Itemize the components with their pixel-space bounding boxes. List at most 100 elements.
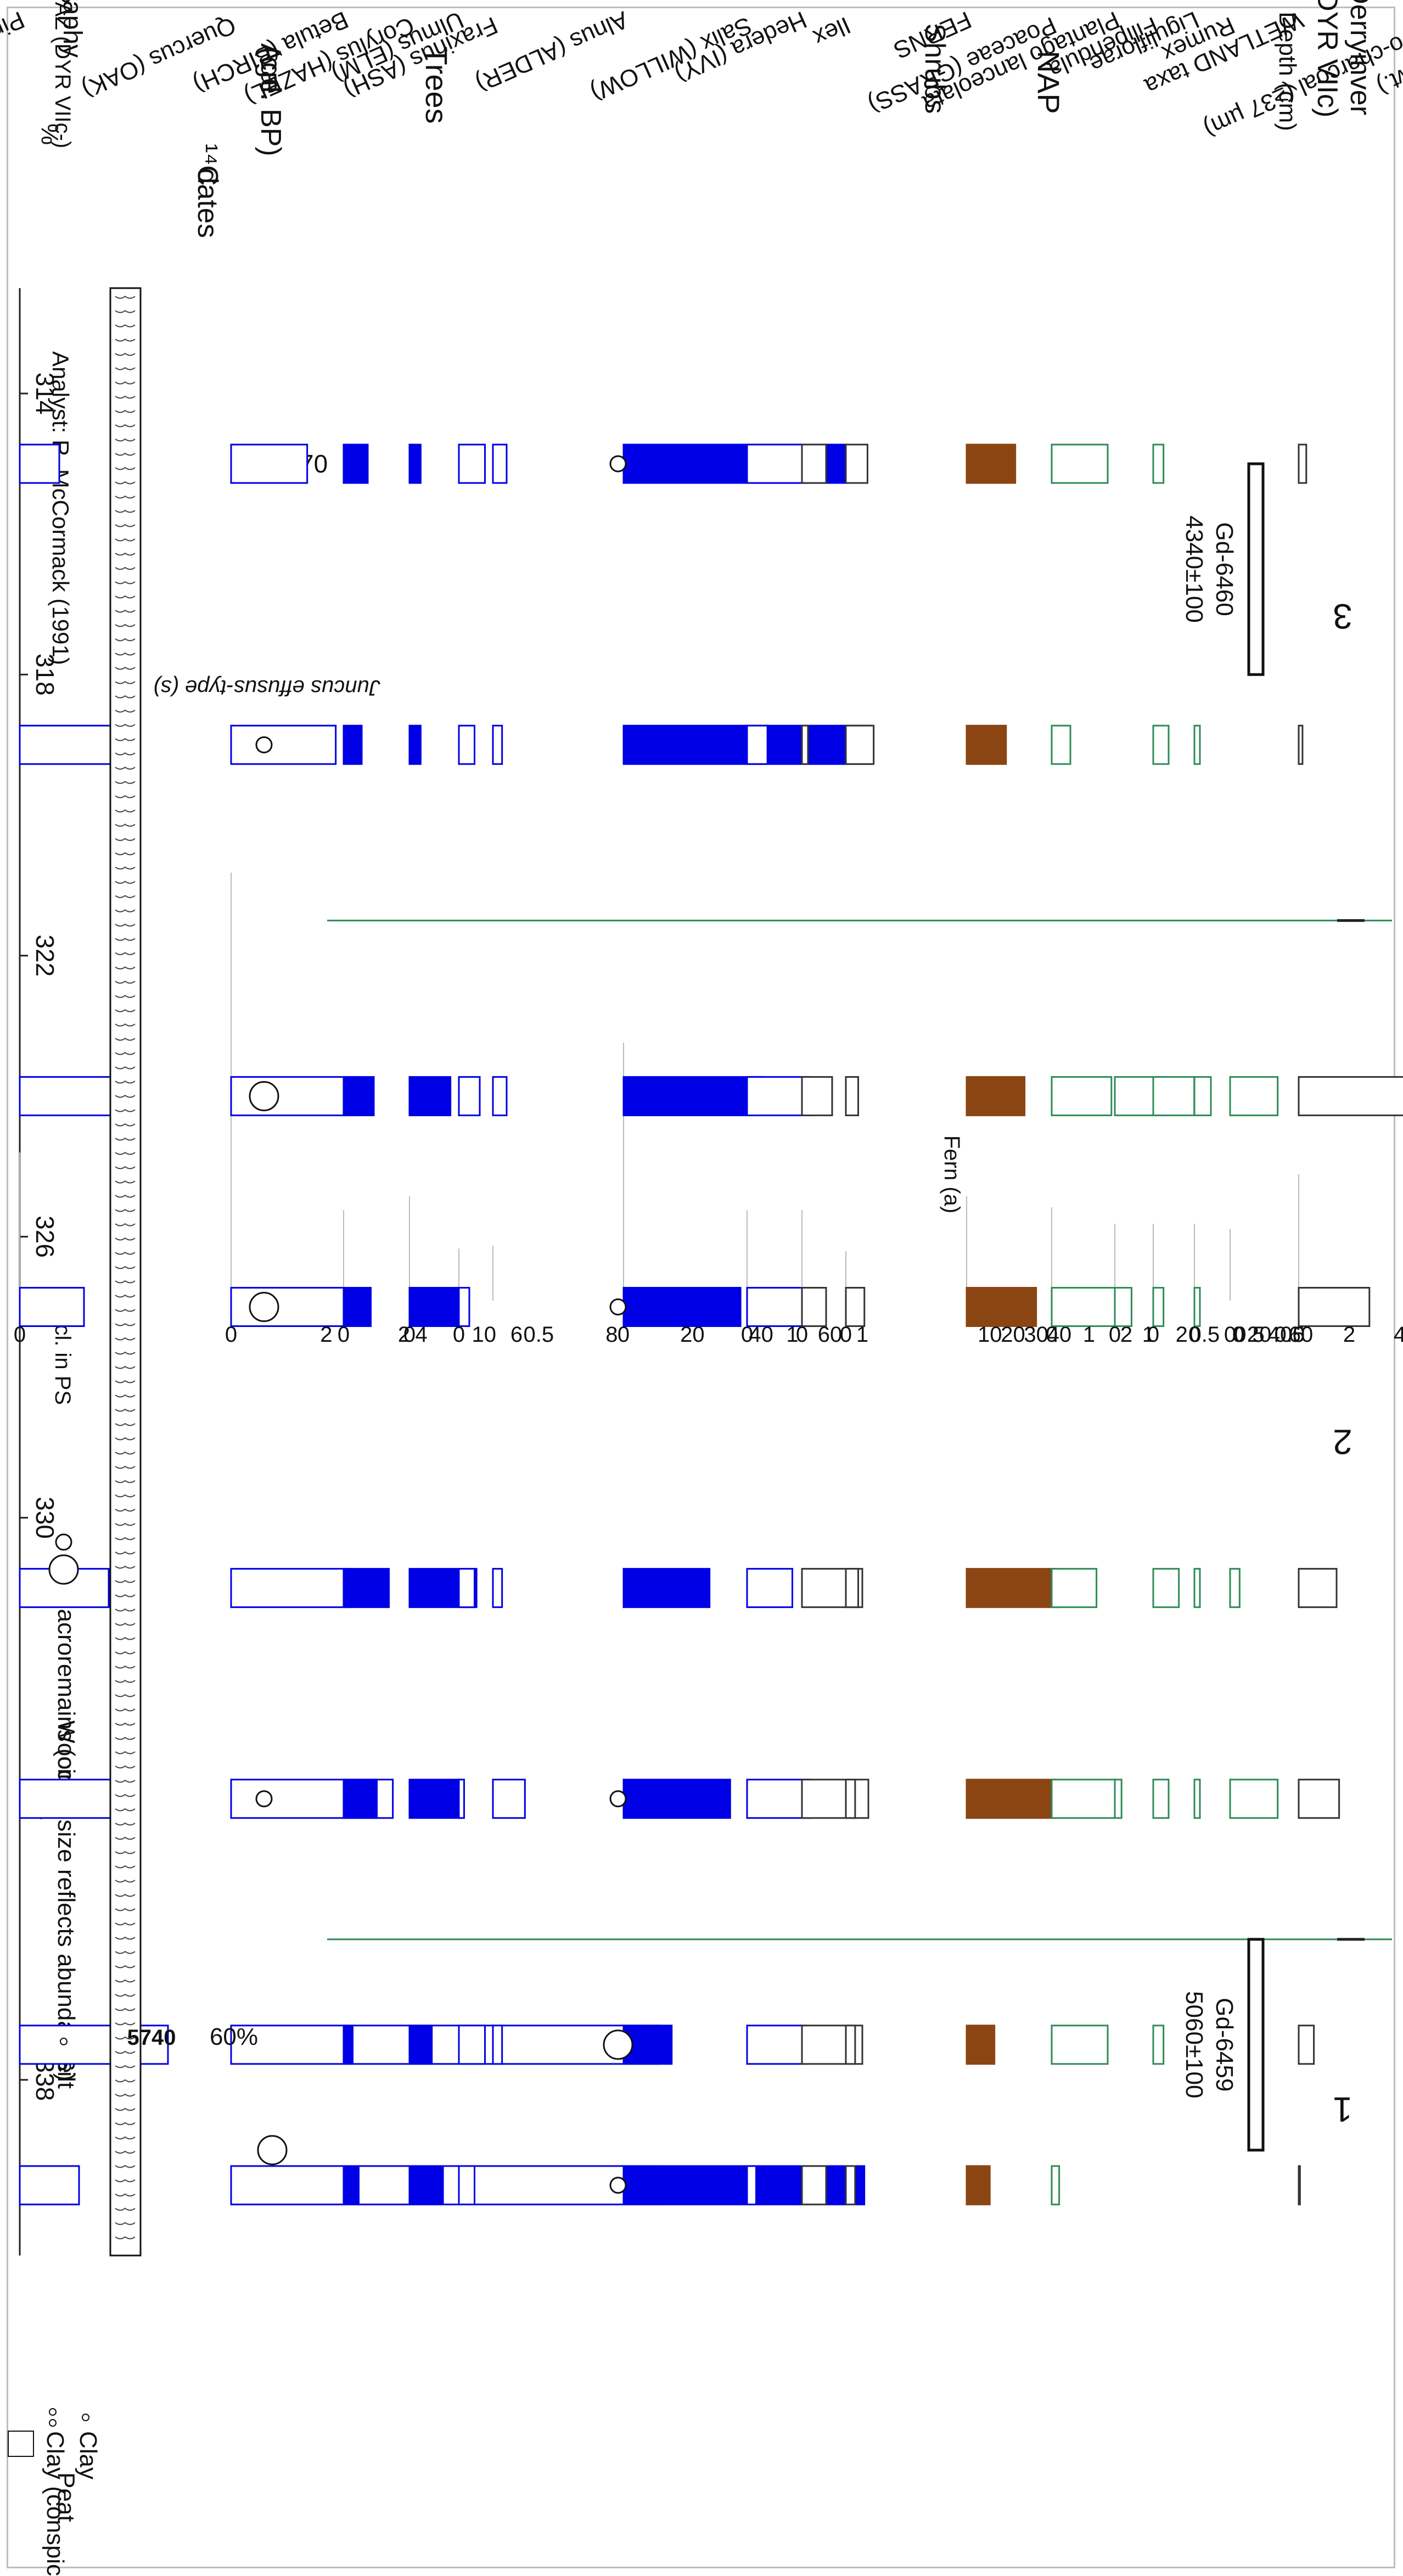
bar-salix--willow- [746, 2165, 757, 2206]
column-tick-label: 0 [840, 1323, 852, 1347]
peat-hatch [115, 381, 136, 385]
bar-liguliflorae [1193, 1076, 1212, 1116]
peat-hatch [115, 752, 136, 756]
peat-hatch [115, 1494, 136, 1498]
radiocarbon-age: 5060±100 [1181, 1991, 1208, 2098]
bar-filipendula [1152, 443, 1165, 484]
legend-clay-conspicuous-symbol [49, 2408, 57, 2416]
peat-hatch [115, 1636, 136, 1640]
peat-hatch [115, 1023, 136, 1027]
peat-hatch [115, 495, 136, 499]
macro-circle [609, 2176, 627, 2194]
column-title: Pinus (PINE) [0, 6, 29, 87]
peat-hatch [115, 1579, 136, 1583]
legend-macroremains: Macroremains (circle size reflects abund… [53, 1589, 80, 2081]
peat-hatch [115, 2207, 136, 2211]
bar-quercus--oak- [230, 724, 337, 765]
bar-poaceae--grass- [1051, 724, 1071, 765]
peat-hatch [115, 638, 136, 642]
peat-hatch [115, 1109, 136, 1112]
peat-hatch [115, 1265, 136, 1269]
juncus-label: Juncus effusus-type (s) [153, 676, 381, 700]
ash-tick-label: 40 [1268, 1323, 1293, 1347]
peat-hatch [115, 723, 136, 727]
peat-hatch [115, 795, 136, 798]
column-tick-label: 10 [472, 1323, 496, 1347]
peat-hatch [115, 1851, 136, 1854]
column-tick-label: 8 [605, 1323, 618, 1347]
ash-tick-label: 20 [1247, 1323, 1272, 1347]
column-tick-label: 1 [1142, 1323, 1154, 1347]
paz-zone-label: 3 [1333, 597, 1353, 636]
peat-hatch [115, 581, 136, 584]
peat-hatch [115, 310, 136, 313]
peat-hatch [115, 937, 136, 941]
bar-ilex [845, 2165, 856, 2206]
peat-hatch [115, 1822, 136, 1826]
peat-hatch [115, 609, 136, 613]
bar-ulmus--elm- [458, 1568, 475, 1608]
peat-hatch [115, 1166, 136, 1169]
bar-salix--willow- [746, 443, 807, 484]
peat-hatch [115, 1779, 136, 1783]
ash-tick-label: 0 [1232, 1323, 1244, 1347]
bar-ilex [845, 1568, 859, 1608]
peat-hatch [115, 1993, 136, 1997]
macro-circle [603, 2029, 633, 2060]
bar-hedera--ivy- [801, 1779, 869, 1819]
peat-hatch [115, 466, 136, 470]
peat-hatch [115, 1508, 136, 1512]
peat-hatch [115, 1308, 136, 1312]
column-tick-label: 0 [741, 1323, 753, 1347]
bar-salix--willow- [746, 724, 768, 765]
depth-tick-label: 330 [31, 1497, 59, 1539]
bar-ulmus--elm- [458, 2024, 486, 2065]
bar-hedera--ivy- [801, 2165, 827, 2206]
bar-liguliflorae [1193, 1568, 1201, 1608]
bar-alnus--alder- [622, 1568, 711, 1608]
legend-clay-conspicuous-symbol [49, 2419, 57, 2427]
peat-hatch [115, 780, 136, 784]
peat-hatch [115, 1893, 136, 1897]
radiocarbon-bar [1247, 1938, 1265, 2152]
column-tick-label: 0 [1046, 1323, 1058, 1347]
peat-hatch [115, 2193, 136, 2197]
bar-wetland-taxa [1298, 443, 1307, 484]
bar-wetland-taxa [1298, 2165, 1301, 2206]
macro-circle [249, 1292, 279, 1323]
peat-hatch [115, 1465, 136, 1469]
bar-betula--birch- [343, 1568, 390, 1608]
radiocarbon-code: Gd-6460 [1211, 522, 1238, 616]
peat-hatch [115, 1736, 136, 1740]
peat-hatch [115, 666, 136, 670]
bar-ulmus--elm- [458, 1779, 465, 1819]
peat-hatch [115, 1551, 136, 1555]
bar-corylus--hazel- [408, 443, 422, 484]
bar-betula--birch- [343, 724, 363, 765]
peat-hatch [115, 966, 136, 970]
group-label-shrubs: Shrubs [919, 24, 951, 114]
radiocarbon-age: 4340±100 [1181, 515, 1208, 622]
bar-pinus--pine- [19, 1287, 85, 1328]
bar-ilex [845, 443, 868, 484]
depth-tick-label: 314 [31, 373, 59, 415]
peat-hatch [115, 2007, 136, 2011]
peat-hatch [115, 1793, 136, 1797]
bar-poaceae--grass- [1051, 1287, 1120, 1328]
peat-hatch [115, 1622, 136, 1626]
peat-hatch [115, 738, 136, 741]
bar-salix--willow- [746, 1568, 793, 1608]
paz-title: PAZ (DYR VIIc-) [50, 0, 75, 148]
column-tick-label: 0 [1147, 1323, 1159, 1347]
column-tick-label: 2 [320, 1323, 332, 1347]
column-tick-label: 0 [338, 1323, 350, 1347]
peat-hatch [115, 866, 136, 870]
peat-hatch [115, 766, 136, 770]
peat-hatch [115, 481, 136, 485]
age-title: Age [255, 43, 287, 94]
peat-hatch [115, 1208, 136, 1212]
bar-hedera--ivy- [801, 443, 827, 484]
peat-hatch [115, 709, 136, 713]
bar-ulmus--elm- [458, 2165, 475, 2206]
